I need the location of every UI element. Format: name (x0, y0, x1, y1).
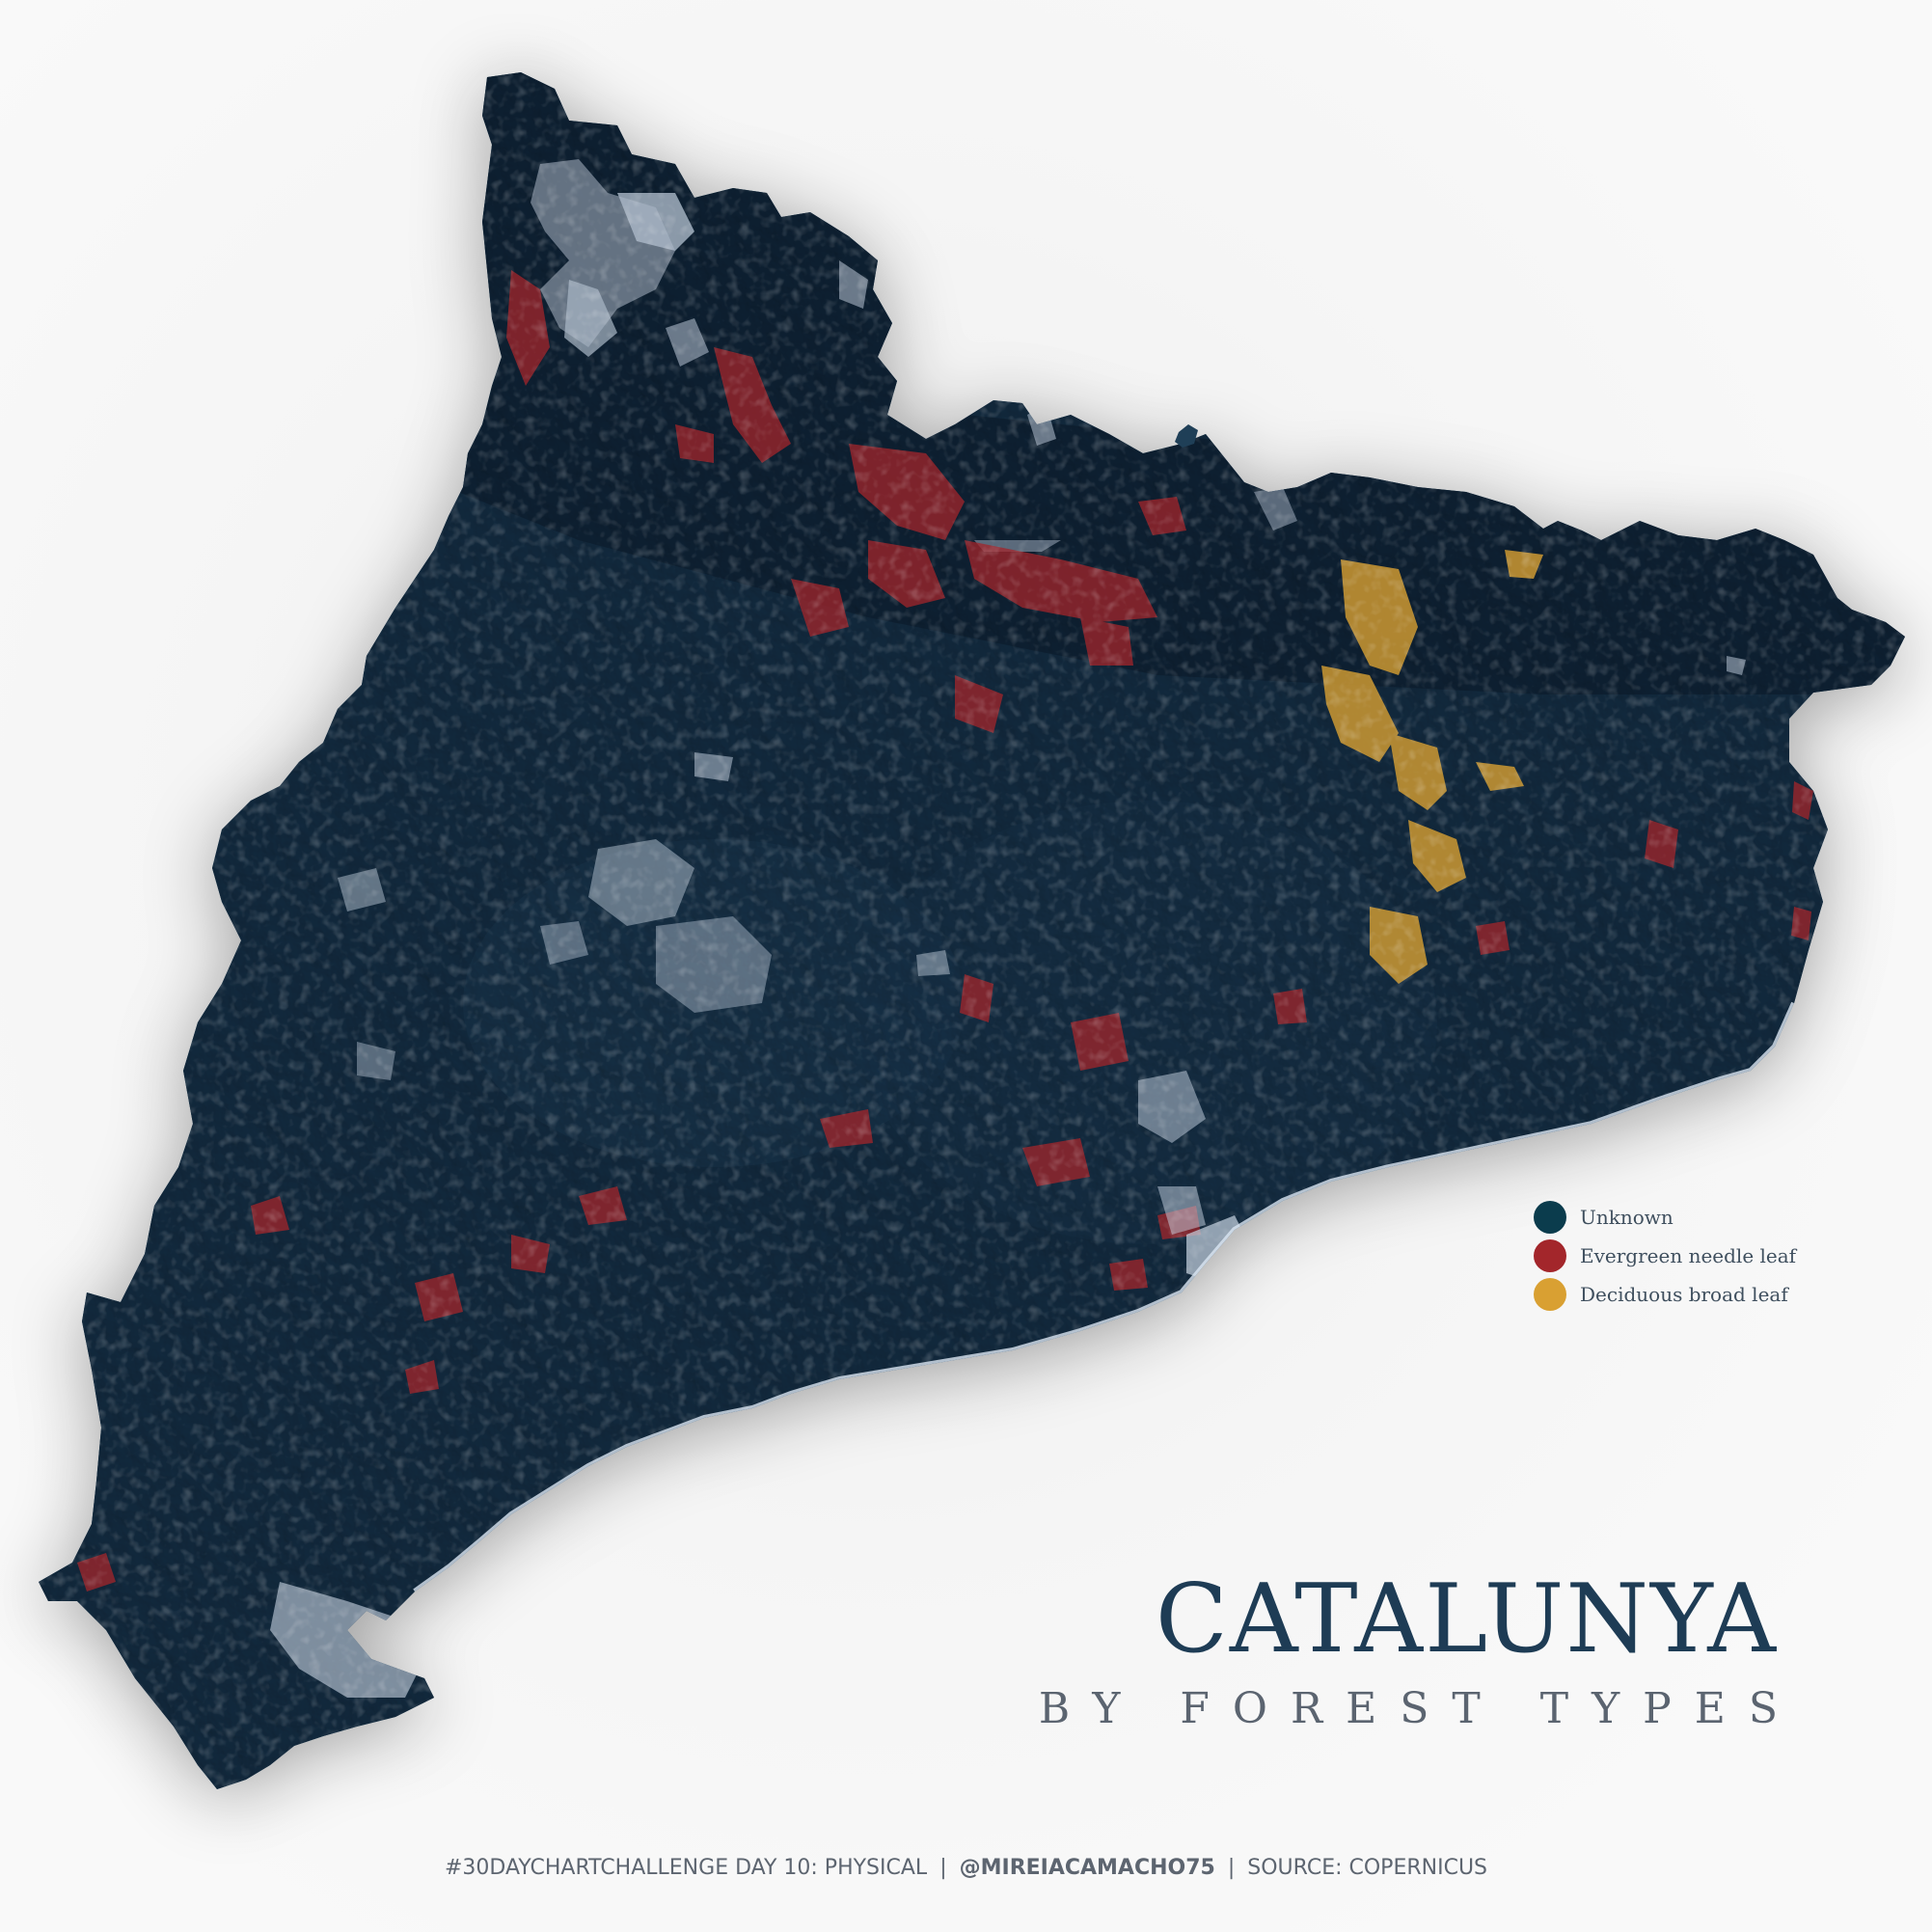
legend-label-unknown: Unknown (1580, 1206, 1673, 1229)
footer-source: SOURCE: COPERNICUS (1247, 1856, 1488, 1880)
legend-item-unknown: Unknown (1534, 1198, 1796, 1237)
title-block: CATALUNYA BY FOREST TYPES (1039, 1572, 1778, 1733)
footer-author-handle: @MIREIACAMACHO75 (959, 1856, 1215, 1880)
legend: Unknown Evergreen needle leaf Deciduous … (1534, 1198, 1796, 1314)
footer-separator-2: | (1227, 1856, 1236, 1880)
legend-item-evergreen: Evergreen needle leaf (1534, 1237, 1796, 1275)
map-title: CATALUNYA (1155, 1565, 1778, 1674)
legend-swatch-evergreen (1534, 1239, 1566, 1272)
footer-credits: #30DAYCHARTCHALLENGE DAY 10: PHYSICAL | … (0, 1856, 1932, 1880)
legend-label-evergreen: Evergreen needle leaf (1580, 1244, 1797, 1267)
legend-swatch-unknown (1534, 1201, 1566, 1234)
footer-challenge: #30DAYCHARTCHALLENGE DAY 10: PHYSICAL (444, 1856, 928, 1880)
legend-swatch-deciduous (1534, 1278, 1566, 1311)
legend-item-deciduous: Deciduous broad leaf (1534, 1275, 1796, 1314)
map-subtitle: BY FOREST TYPES (1038, 1684, 1801, 1733)
footer-separator-1: | (939, 1856, 947, 1880)
islet (1175, 424, 1198, 448)
legend-label-deciduous: Deciduous broad leaf (1580, 1283, 1788, 1306)
